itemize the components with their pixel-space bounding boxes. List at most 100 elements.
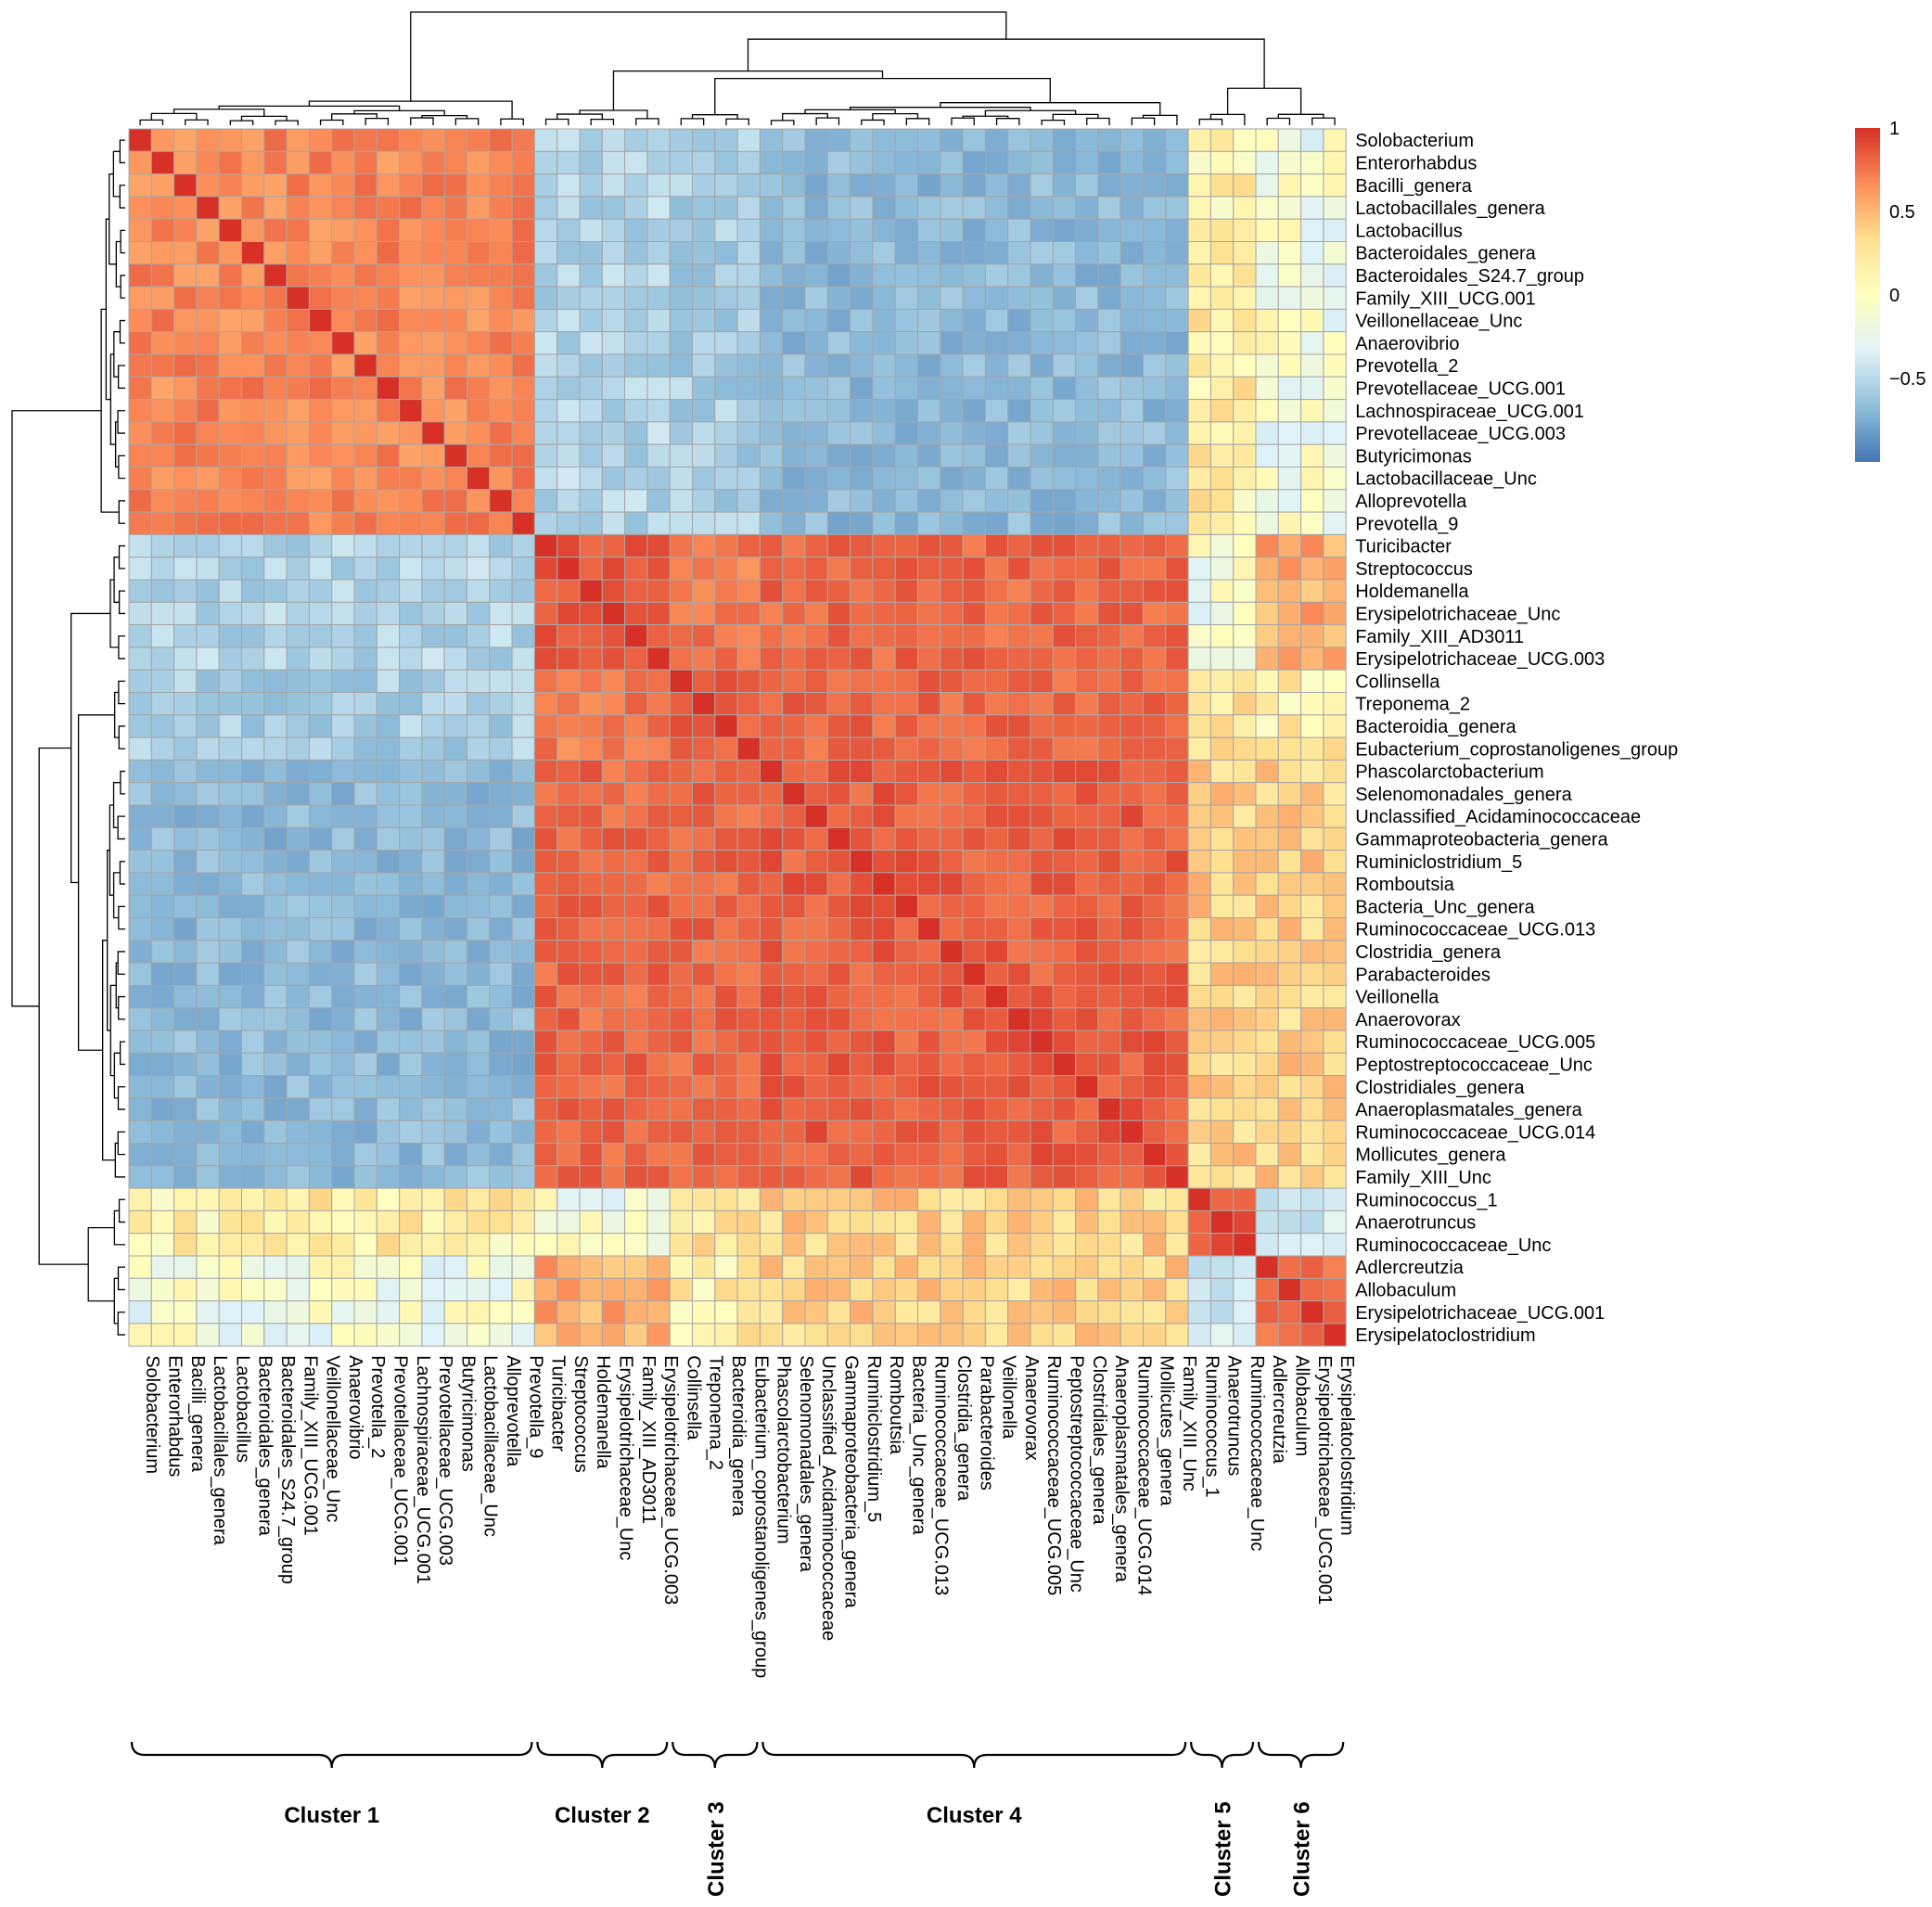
heatmap-cell [150,443,175,468]
heatmap-cell [1255,421,1279,445]
heatmap-cell [940,940,964,964]
heatmap-cell [399,1300,423,1325]
heatmap-cell [421,1323,445,1347]
heatmap-cell [1097,759,1121,784]
heatmap-cell [669,579,694,603]
heatmap-cell [1120,443,1144,468]
heatmap-cell [533,533,558,558]
heatmap-cell [557,692,581,716]
heatmap-cell [376,557,401,581]
row-labels: SolobacteriumEnterorhabdusBacilli_genera… [1355,131,1678,1346]
heatmap-cell [917,1030,941,1054]
heatmap-cell [984,241,1009,265]
heatmap-cell [1030,1277,1054,1302]
heatmap-cell [1255,1323,1279,1347]
heatmap-cell [1120,1075,1144,1099]
heatmap-cell [782,872,806,896]
heatmap-cell [826,1052,851,1077]
heatmap-cell [826,511,851,535]
heatmap-cell [173,850,198,874]
dendrogram-branch [500,118,524,125]
heatmap-cell [128,489,152,513]
heatmap-cell [467,601,491,626]
heatmap-cell [421,511,445,535]
heatmap-cell [1075,736,1099,761]
heatmap-cell [1030,624,1054,648]
heatmap-cell [872,692,896,716]
heatmap-cell [826,1075,851,1099]
heatmap-cell [1097,894,1121,919]
heatmap-cell [128,533,152,558]
heatmap-cell [759,826,784,851]
heatmap-cell [353,646,377,671]
heatmap-cell [962,511,986,535]
heatmap-cell [1277,872,1302,896]
heatmap-cell [669,331,694,355]
heatmap-cell [1120,1143,1144,1167]
heatmap-cell [894,1165,919,1189]
heatmap-cell [286,917,310,941]
heatmap-cell [308,804,333,828]
heatmap-cell [804,1120,828,1144]
heatmap-cell [150,308,175,333]
heatmap-cell [736,601,761,626]
heatmap-cell [533,173,558,198]
heatmap-cell [128,467,152,491]
heatmap-cell [894,917,919,941]
heatmap-cell [1187,557,1211,581]
heatmap-cell [984,1233,1009,1257]
heatmap-cell [1097,1323,1121,1347]
heatmap-cell [940,353,964,378]
column-label: Collinsella [683,1355,703,1440]
dendrogram-branch [113,331,121,378]
heatmap-cell [1165,467,1189,491]
heatmap-cell [286,1007,310,1031]
heatmap-cell [894,308,919,333]
heatmap-cell [1300,399,1324,423]
heatmap-cell [714,759,738,784]
heatmap-cell [533,872,558,896]
heatmap-cell [1300,894,1324,919]
heatmap-cell [646,782,671,806]
heatmap-cell [872,669,896,694]
heatmap-cell [218,1209,242,1235]
heatmap-cell [1187,1209,1211,1235]
heatmap-cell [1300,286,1324,310]
heatmap-cell [1165,128,1189,152]
heatmap-cell [533,353,558,378]
heatmap-cell [804,1075,828,1099]
heatmap-cell [218,601,242,626]
heatmap-cell [1255,962,1279,986]
heatmap-cell [533,286,558,310]
heatmap-cell [489,511,513,535]
heatmap-cell [353,286,377,310]
heatmap-cell [1187,1165,1211,1189]
heatmap-cell [173,1165,198,1189]
heatmap-cell [533,1097,558,1121]
heatmap-cell [894,173,919,198]
heatmap-cell [263,128,288,152]
heatmap-cell [443,308,468,333]
heatmap-cell [557,196,581,220]
heatmap-cell [218,894,242,919]
heatmap-cell [601,1097,626,1121]
heatmap-cell [782,1030,806,1054]
heatmap-cell [714,669,738,694]
heatmap-cell [894,692,919,716]
cluster-brace [761,1741,1187,1769]
heatmap-cell [917,173,941,198]
heatmap-cell [218,173,242,198]
heatmap-cell [1233,1075,1257,1099]
heatmap-cell [917,1075,941,1099]
heatmap-cell [196,579,220,603]
heatmap-cell [1097,917,1121,941]
heatmap-cell [533,1143,558,1167]
dendrogram-branch [112,782,121,828]
heatmap-cell [601,331,626,355]
heatmap-cell [646,218,671,242]
heatmap-cell [128,1143,152,1167]
heatmap-cell [759,1120,784,1144]
heatmap-cell [962,601,986,626]
heatmap-cell [1300,1097,1324,1121]
heatmap-cell [1187,692,1211,716]
